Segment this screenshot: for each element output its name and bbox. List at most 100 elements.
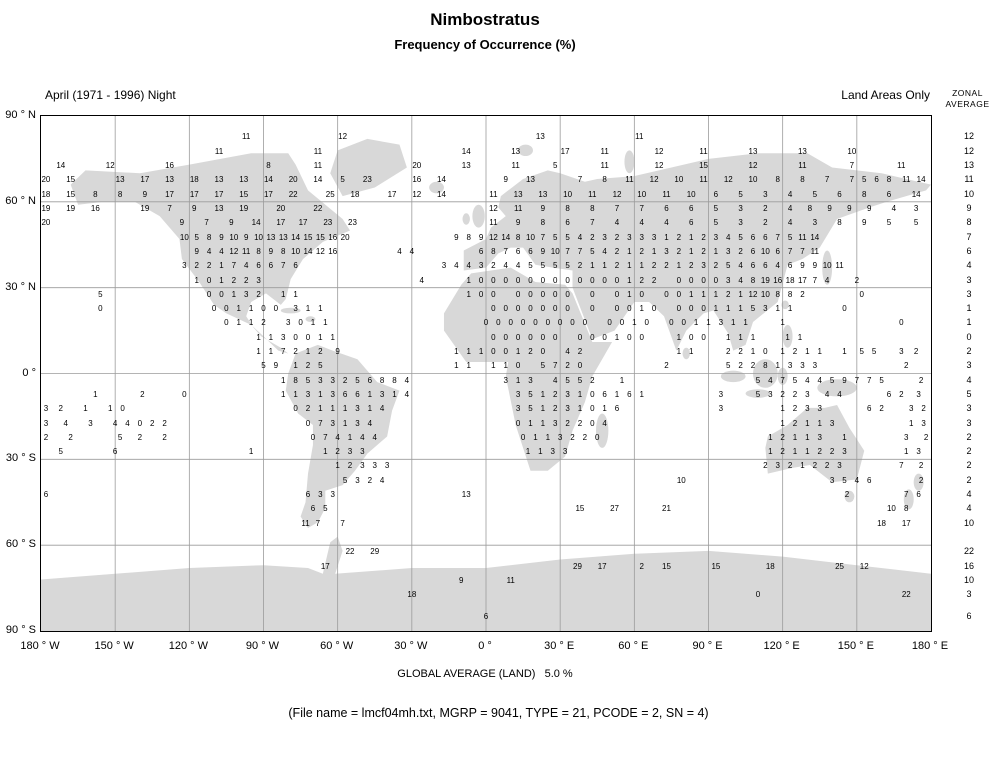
- grid-value: 2: [792, 418, 798, 428]
- grid-value: 7: [780, 375, 785, 385]
- grid-value: 9: [192, 203, 197, 213]
- grid-value: 1: [281, 375, 286, 385]
- grid-value: 9: [515, 218, 521, 228]
- grid-value: 8: [807, 203, 813, 213]
- grid-value: 2: [879, 404, 884, 414]
- grid-value: 5: [829, 375, 835, 385]
- grid-value: 0: [590, 404, 595, 414]
- grid-value: 5: [342, 475, 348, 485]
- grid-value: 16: [90, 203, 100, 213]
- grid-value: 1: [503, 361, 508, 371]
- grid-value: 12: [612, 189, 622, 199]
- grid-value: 2: [651, 261, 657, 271]
- grid-value: 6: [886, 389, 892, 399]
- grid-value: 9: [866, 203, 872, 213]
- grid-value: 2: [701, 232, 706, 242]
- grid-value: 25: [325, 189, 335, 199]
- grid-value: 12: [488, 232, 498, 242]
- lat-tick-label: 90 ° N: [5, 109, 36, 121]
- grid-value: 1: [805, 347, 810, 357]
- grid-value: 1: [743, 318, 748, 328]
- grid-value: 0: [644, 318, 649, 328]
- grid-value: 2: [68, 432, 73, 442]
- grid-value: 18: [877, 518, 886, 528]
- grid-value: 15: [66, 175, 76, 185]
- grid-value: 4: [824, 389, 830, 399]
- grid-value: 1: [750, 332, 756, 342]
- grid-value: 6: [305, 490, 311, 500]
- grid-value: 2: [780, 432, 785, 442]
- grid-value: 9: [842, 375, 847, 385]
- grid-value: 3: [763, 189, 768, 199]
- grid-value: 10: [748, 175, 758, 185]
- grid-value: 11: [798, 161, 807, 171]
- grid-value: 9: [478, 232, 484, 242]
- grid-value: 1: [330, 332, 335, 342]
- grid-value: 6: [874, 175, 879, 185]
- grid-value: 17: [276, 218, 286, 228]
- grid-value: 8: [256, 246, 261, 256]
- grid-value: 7: [854, 375, 860, 385]
- grid-value: 6: [528, 246, 533, 256]
- grid-value: 7: [849, 175, 855, 185]
- grid-value: 18: [41, 189, 51, 199]
- grid-value: 1: [738, 332, 743, 342]
- grid-value: 4: [419, 275, 424, 285]
- lon-tick-label: 120 ° E: [763, 640, 800, 652]
- grid-value: 6: [787, 261, 793, 271]
- grid-value: 13: [461, 161, 471, 171]
- grid-value: 1: [281, 389, 286, 399]
- island-novaya-zemlya: [624, 150, 635, 174]
- grid-value: 6: [688, 203, 694, 213]
- grid-value: 2: [577, 261, 583, 271]
- grid-value: 0: [540, 275, 546, 285]
- zonal-average-value: 4: [966, 374, 972, 385]
- zonal-average-value: 5: [966, 388, 972, 399]
- grid-value: 12: [105, 161, 115, 171]
- island-hispaniola: [305, 316, 316, 322]
- grid-value: 23: [348, 218, 357, 228]
- grid-value: 3: [651, 232, 657, 242]
- grid-value: 7: [167, 203, 172, 213]
- grid-value: 1: [268, 332, 274, 342]
- zonal-average-value: 2: [966, 460, 972, 471]
- grid-value: 4: [335, 432, 340, 442]
- grid-value: 6: [763, 261, 768, 271]
- grid-value: 7: [577, 246, 583, 256]
- grid-value: 3: [441, 261, 447, 271]
- lon-tick-label: 60 ° E: [618, 640, 649, 652]
- grid-value: 2: [738, 347, 743, 357]
- grid-value: 1: [627, 275, 632, 285]
- grid-value: 3: [355, 475, 360, 485]
- grid-value: 9: [273, 361, 279, 371]
- grid-value: 9: [142, 189, 148, 199]
- lon-tick-label: 150 ° E: [837, 640, 874, 652]
- grid-value: 13: [239, 175, 249, 185]
- grid-value: 6: [886, 189, 892, 199]
- grid-value: 2: [651, 275, 657, 285]
- grid-value: 9: [219, 232, 224, 242]
- grid-value: 1: [780, 347, 785, 357]
- grid-value: 3: [355, 404, 360, 414]
- grid-value: 0: [590, 275, 595, 285]
- grid-value: 12: [654, 146, 664, 156]
- grid-value: 9: [335, 347, 340, 357]
- grid-value: 6: [775, 246, 780, 256]
- grid-value: 1: [688, 232, 694, 242]
- grid-value: 4: [565, 347, 570, 357]
- grid-value: 7: [787, 246, 793, 256]
- grid-value: 9: [503, 175, 508, 185]
- island-japan: [822, 250, 833, 285]
- grid-value: 9: [827, 203, 832, 213]
- grid-value: 1: [792, 447, 798, 457]
- grid-value: 0: [491, 332, 496, 342]
- grid-value: 1: [627, 289, 632, 299]
- grid-value: 0: [515, 289, 521, 299]
- grid-value: 12: [748, 161, 758, 171]
- grid-value: 0: [182, 389, 187, 399]
- grid-value: 1: [577, 404, 583, 414]
- grid-value: 1: [540, 418, 546, 428]
- grid-value: 13: [278, 232, 288, 242]
- grid-value: 0: [478, 289, 484, 299]
- lon-tick-label: 90 ° E: [692, 640, 723, 652]
